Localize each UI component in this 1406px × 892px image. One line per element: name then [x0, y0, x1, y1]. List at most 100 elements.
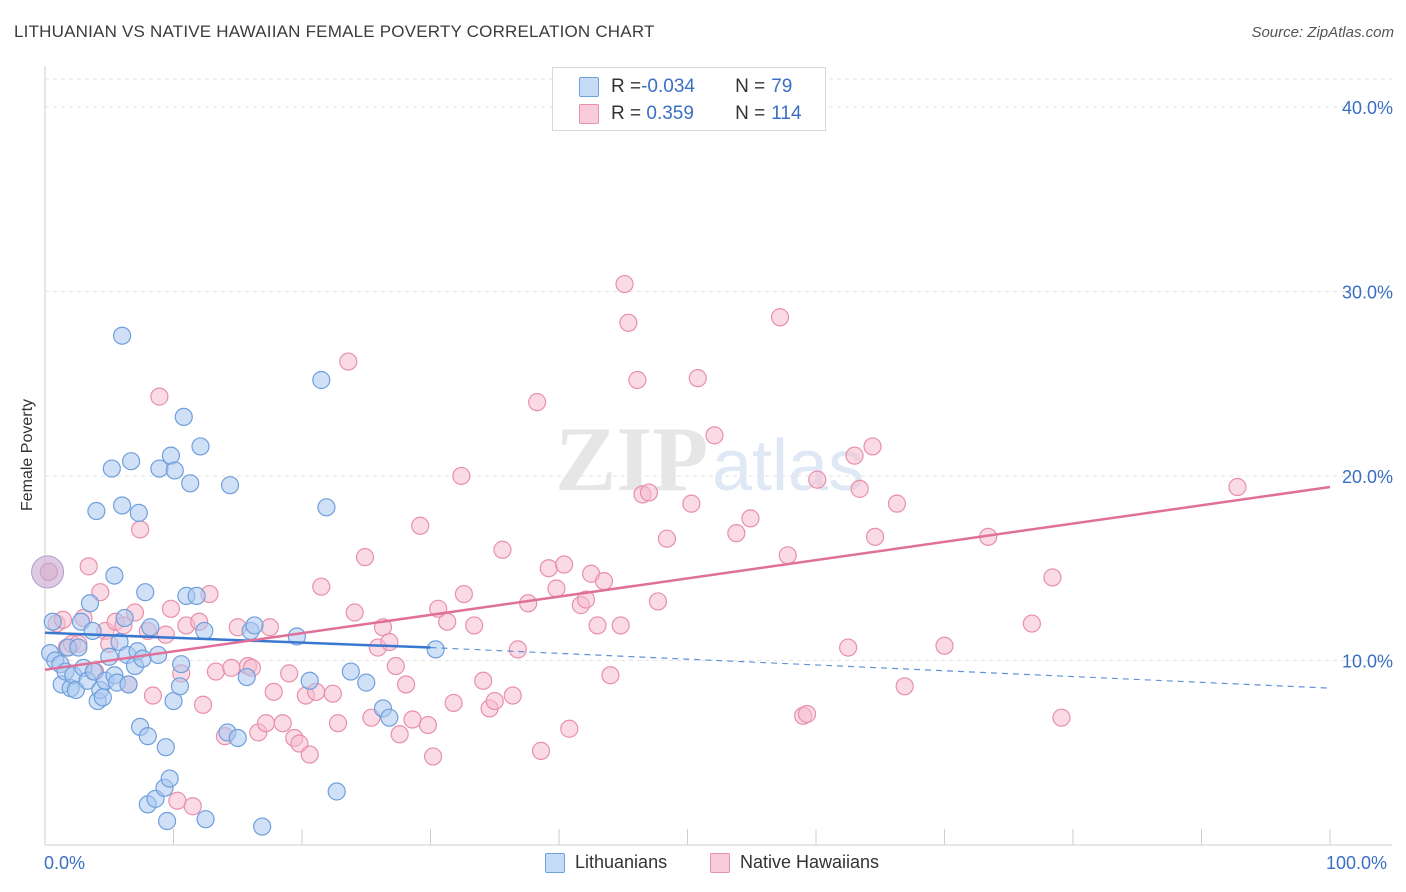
native-hawaiian-point	[168, 791, 187, 810]
lithuanian-point	[312, 370, 331, 390]
native-hawaiian-point	[380, 632, 399, 652]
lithuanian-point	[138, 727, 157, 746]
native-hawaiian-point	[222, 658, 241, 677]
native-hawaiian-point	[403, 710, 422, 729]
y-tick-label: 20.0%	[1342, 467, 1393, 487]
native-hawaiians-trend-line	[44, 485, 1331, 671]
lithuanian-point	[228, 728, 247, 748]
lithuanian-point	[87, 501, 106, 521]
legend-n-label: N =	[735, 103, 766, 124]
native-hawaiian-point	[444, 693, 463, 713]
lithuanian-point	[141, 618, 160, 637]
native-hawaiian-point	[850, 479, 869, 498]
native-hawaiian-point	[474, 671, 493, 690]
native-hawaiian-point	[797, 704, 817, 724]
native-hawaiian-point	[615, 274, 634, 294]
native-hawaiian-point	[705, 426, 724, 445]
lithuanian-point	[43, 612, 62, 631]
legend-r-value: -0.034	[641, 76, 695, 97]
legend-r-value: 0.359	[641, 103, 694, 124]
lithuanian-point	[136, 583, 155, 602]
native-hawaiian-point	[454, 584, 474, 604]
native-hawaiian-point	[611, 616, 630, 635]
lithuanian-point	[121, 452, 141, 471]
native-hawaiian-point	[91, 583, 110, 602]
native-hawaiian-point	[508, 640, 527, 659]
lithuanian-point	[327, 782, 346, 801]
lithuanian-point	[237, 667, 256, 687]
lithuanian-point	[160, 769, 179, 788]
series-legend-native-hawaiians: Native Hawaiians	[710, 852, 879, 873]
lithuanian-point	[100, 647, 119, 666]
native-hawaiian-point	[143, 686, 163, 705]
native-hawaiian-point	[863, 437, 882, 456]
native-hawaiian-point	[1043, 568, 1062, 587]
native-hawaiian-point	[79, 557, 98, 576]
native-hawaiian-point	[183, 797, 202, 816]
native-hawaiian-point	[355, 548, 375, 567]
lithuanian-point	[195, 621, 214, 641]
lithuanians-points	[41, 326, 445, 836]
native-hawaiian-point	[130, 520, 150, 539]
native-hawaiian-point	[411, 516, 430, 535]
lithuanian-point	[93, 688, 112, 707]
lithuanian-point	[357, 673, 376, 692]
legend-swatch-blue	[579, 77, 599, 97]
native-hawaiian-point	[390, 725, 409, 744]
native-hawaiian-point	[657, 529, 677, 548]
native-hawaiian-point	[682, 494, 701, 513]
lithuanians-trend-extension	[430, 646, 1331, 689]
native-hawaiian-point	[339, 352, 358, 371]
native-hawaiian-point	[648, 592, 668, 611]
lithuanian-point	[380, 708, 399, 727]
native-hawaiian-point	[328, 714, 348, 733]
native-hawaiian-point	[528, 393, 547, 412]
native-hawaiian-point	[839, 638, 858, 657]
native-hawaiian-point	[396, 675, 416, 694]
native-hawaiian-point	[290, 734, 309, 753]
native-hawaiian-point	[493, 540, 512, 559]
series-legend-lithuanians: Lithuanians	[545, 852, 667, 873]
series-swatch-blue	[545, 852, 565, 873]
y-tick-label: 10.0%	[1342, 651, 1393, 671]
native-hawaiian-point	[423, 747, 443, 766]
legend-n-value: 114	[771, 103, 802, 124]
native-hawaiian-point	[619, 313, 638, 332]
legend-swatch-pink	[579, 104, 599, 124]
legend-row-native-hawaiians: R = 0.359 N = 114	[553, 101, 802, 127]
source-label: Source: ZipAtlas.com	[1251, 24, 1394, 41]
lithuanians-trend-line	[44, 631, 431, 649]
correlation-legend: R = -0.034 N = 79 R = 0.359 N = 114	[552, 67, 826, 131]
native-hawaiian-point	[935, 636, 954, 655]
lithuanian-point	[119, 675, 138, 694]
native-hawaiian-point	[845, 446, 864, 465]
native-hawaiian-point	[770, 308, 790, 327]
lithuanian-point	[129, 503, 148, 522]
native-hawaiian-point	[547, 579, 566, 598]
chart-title: LITHUANIAN VS NATIVE HAWAIIAN FEMALE POV…	[14, 22, 655, 41]
series-swatch-pink	[710, 852, 730, 873]
native-hawaiian-point	[531, 741, 551, 760]
native-hawaiian-point	[519, 594, 538, 613]
native-hawaiian-point	[778, 546, 797, 565]
legend-r-label: R =	[611, 76, 642, 97]
native-hawaiian-point	[503, 686, 522, 705]
native-hawaiian-point	[895, 677, 914, 696]
native-hawaiian-point	[161, 599, 181, 618]
lithuanian-point	[191, 437, 210, 456]
native-hawaiian-point	[193, 695, 213, 714]
lithuanian-point	[170, 677, 190, 696]
lithuanian-point	[300, 671, 319, 690]
axes	[44, 66, 1392, 846]
lithuanian-point	[112, 496, 132, 515]
native-hawaiian-point	[576, 590, 596, 609]
lithuanian-point	[102, 459, 121, 478]
lithuanian-point	[187, 586, 206, 605]
native-hawaiian-point	[1052, 708, 1071, 727]
series-label-native-hawaiians: Native Hawaiians	[740, 852, 880, 872]
native-hawaiian-point	[345, 603, 364, 622]
native-hawaiian-point	[887, 494, 907, 513]
native-hawaiian-point	[628, 370, 647, 390]
native-hawaiians-points	[31, 274, 1247, 816]
lithuanian-point	[196, 810, 215, 829]
